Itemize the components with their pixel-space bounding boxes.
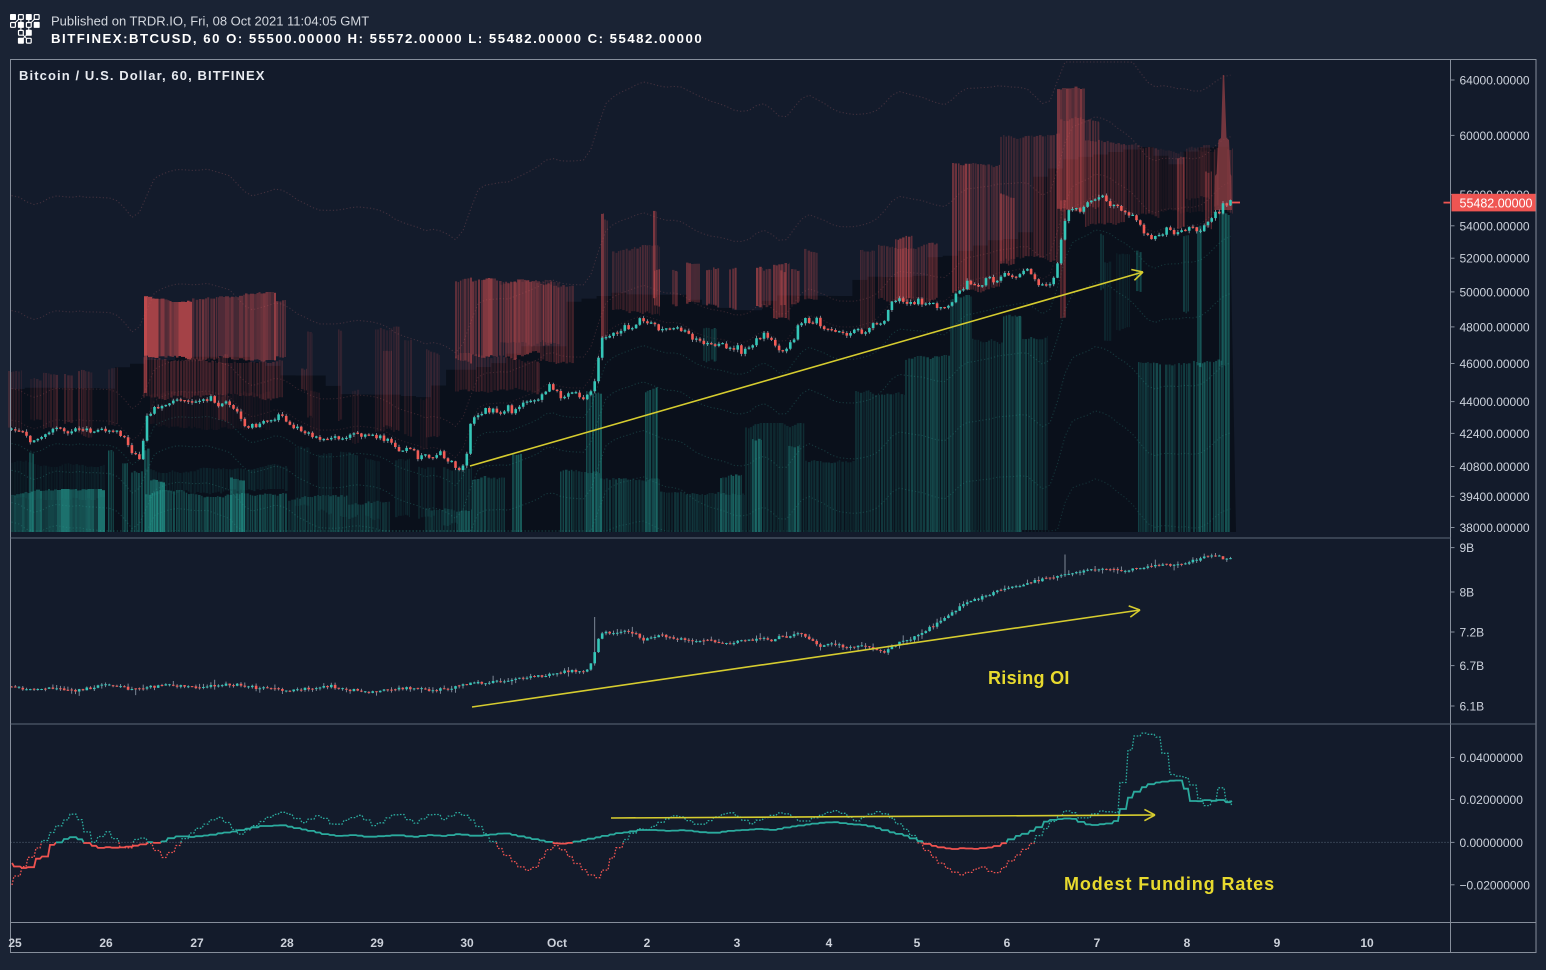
svg-text:3: 3 (734, 936, 741, 950)
svg-text:Bitcoin / U.S. Dollar, 60, BIT: Bitcoin / U.S. Dollar, 60, BITFINEX (19, 68, 266, 83)
svg-text:Modest Funding Rates: Modest Funding Rates (1064, 874, 1275, 894)
svg-text:64000.00000: 64000.00000 (1460, 74, 1530, 88)
svg-text:6.7B: 6.7B (1460, 659, 1485, 673)
svg-text:26: 26 (99, 936, 113, 950)
svg-text:8B: 8B (1460, 586, 1475, 600)
svg-text:0.04000000: 0.04000000 (1460, 751, 1524, 765)
svg-text:6.1B: 6.1B (1460, 700, 1485, 714)
svg-text:40800.00000: 40800.00000 (1460, 460, 1530, 474)
svg-text:0.00000000: 0.00000000 (1460, 836, 1524, 850)
svg-text:7.2B: 7.2B (1460, 626, 1485, 640)
svg-text:27: 27 (190, 936, 204, 950)
svg-text:5: 5 (914, 936, 921, 950)
svg-text:60000.00000: 60000.00000 (1460, 129, 1530, 143)
svg-text:Published on TRDR.IO, Fri, 08: Published on TRDR.IO, Fri, 08 Oct 2021 1… (51, 13, 369, 28)
svg-text:2: 2 (644, 936, 651, 950)
svg-text:9B: 9B (1460, 541, 1475, 555)
svg-text:0.02000000: 0.02000000 (1460, 793, 1524, 807)
svg-text:10: 10 (1360, 936, 1374, 950)
svg-text:52000.00000: 52000.00000 (1460, 252, 1530, 266)
svg-text:25: 25 (8, 936, 22, 950)
svg-text:42400.00000: 42400.00000 (1460, 427, 1530, 441)
svg-text:9: 9 (1274, 936, 1281, 950)
svg-text:38000.00000: 38000.00000 (1460, 521, 1530, 535)
svg-text:6: 6 (1004, 936, 1011, 950)
svg-text:55482.00000: 55482.00000 (1460, 196, 1533, 210)
svg-text:Rising OI: Rising OI (988, 668, 1070, 688)
svg-text:54000.00000: 54000.00000 (1460, 219, 1530, 233)
svg-text:8: 8 (1184, 936, 1191, 950)
svg-text:7: 7 (1094, 936, 1101, 950)
svg-text:48000.00000: 48000.00000 (1460, 320, 1530, 334)
svg-text:4: 4 (826, 936, 833, 950)
svg-text:−0.02000000: −0.02000000 (1460, 878, 1531, 892)
svg-text:46000.00000: 46000.00000 (1460, 357, 1530, 371)
svg-text:50000.00000: 50000.00000 (1460, 285, 1530, 299)
svg-text:30: 30 (460, 936, 474, 950)
svg-text:44000.00000: 44000.00000 (1460, 395, 1530, 409)
svg-text:28: 28 (280, 936, 294, 950)
svg-text:BITFINEX:BTCUSD, 60 O: 55500.0: BITFINEX:BTCUSD, 60 O: 55500.00000 H: 55… (51, 31, 703, 46)
svg-text:Oct: Oct (547, 936, 567, 950)
svg-text:39400.00000: 39400.00000 (1460, 490, 1530, 504)
svg-text:29: 29 (370, 936, 384, 950)
